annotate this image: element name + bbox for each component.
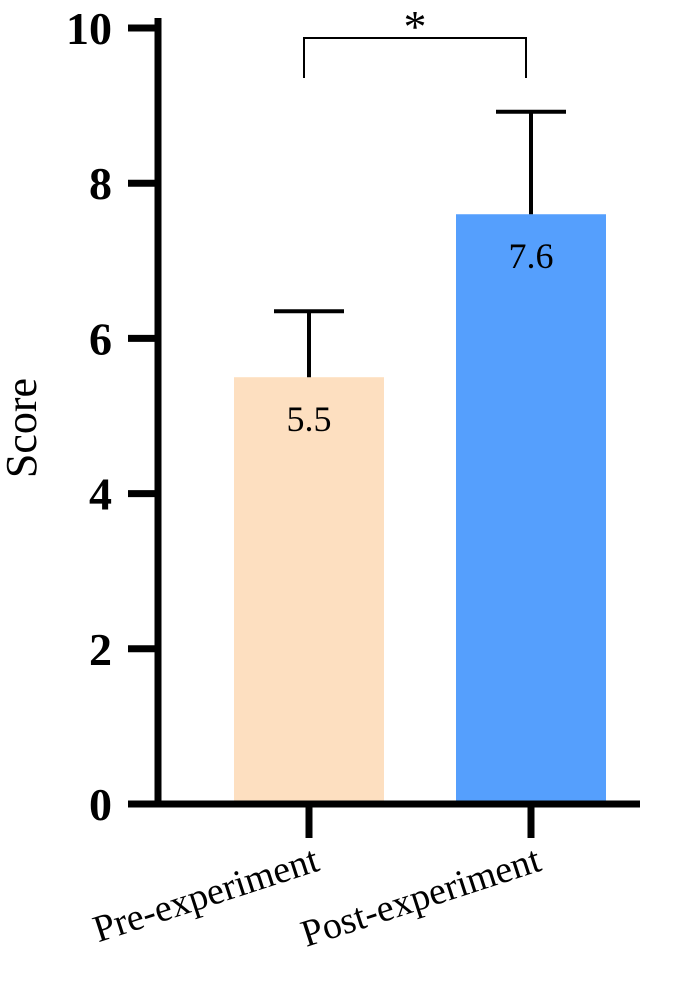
y-tick-label-0: 0: [89, 779, 112, 830]
error-bars: [274, 109, 566, 378]
error-bar-pre-experiment: [274, 309, 344, 378]
y-tick-label-2: 2: [89, 624, 112, 675]
significance-bracket-line: [303, 37, 527, 78]
significance-label: *: [404, 1, 427, 52]
bars: [234, 214, 606, 805]
error-bar-post-experiment: [496, 109, 566, 215]
significance-bracket: *: [303, 1, 527, 78]
axes: [154, 18, 640, 808]
y-tick-label-4: 4: [89, 469, 112, 520]
y-tick-label-8: 8: [89, 158, 112, 209]
bar-post-experiment: [456, 214, 606, 805]
y-tick-label-6: 6: [89, 313, 112, 364]
y-axis-ticks: 0 2 4 6 8 10: [66, 3, 158, 830]
x-tick-label-post-experiment: Post-experiment: [296, 838, 546, 955]
data-label-post-experiment: 7.6: [509, 236, 554, 276]
x-tick-label-pre-experiment: Pre-experiment: [88, 838, 324, 950]
bar-pre-experiment: [234, 377, 384, 804]
y-axis-label: Score: [0, 378, 46, 478]
data-labels: 5.5 7.6: [287, 236, 554, 439]
y-tick-label-10: 10: [66, 3, 112, 54]
data-label-pre-experiment: 5.5: [287, 399, 332, 439]
